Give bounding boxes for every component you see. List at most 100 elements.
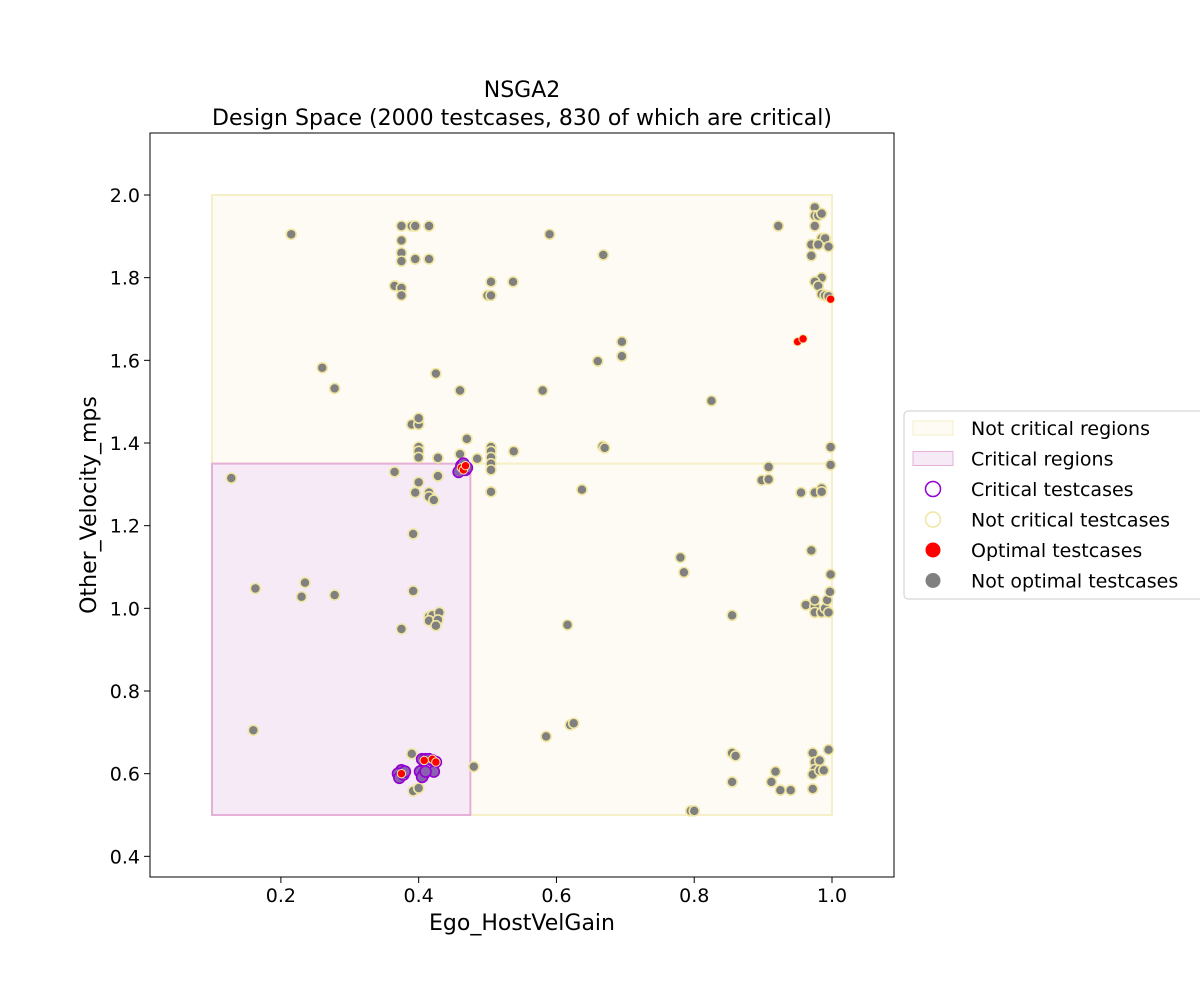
optimal-testcase-point [798, 334, 808, 344]
not-critical-testcase-point [423, 253, 435, 265]
not-critical-testcase-point [598, 442, 611, 454]
not-critical-testcase-point [576, 483, 588, 496]
not-critical-testcase-point [471, 452, 484, 465]
not-critical-testcase-point [299, 576, 311, 589]
not-critical-testcase-point [805, 249, 818, 262]
not-critical-testcase-point [423, 220, 435, 232]
not-critical-testcase-point [805, 544, 818, 557]
legend-label: Not critical testcases [971, 510, 1170, 532]
not-critical-testcase-point [808, 594, 821, 606]
not-critical-testcase-point [616, 350, 628, 363]
x-axis-ticks: 0.2 0.4 0.6 0.8 1.0 [266, 877, 847, 907]
not-critical-testcase-point [815, 207, 828, 220]
y-tick-label: 0.4 [110, 846, 140, 868]
not-critical-testcase-point [409, 253, 422, 265]
y-tick-label: 0.8 [110, 681, 140, 703]
not-critical-testcase-point [674, 551, 687, 564]
y-tick-label: 1.6 [110, 350, 140, 372]
optimal-testcase-point [396, 768, 407, 779]
not-critical-testcase-point [536, 384, 549, 397]
legend-optimal-testcase-marker [925, 542, 941, 558]
not-critical-testcase-point [726, 609, 738, 622]
optimal-testcase-point [460, 461, 471, 471]
legend-items: Not critical regions Critical regions Crit… [912, 418, 1178, 593]
not-critical-testcase-point [561, 619, 574, 631]
not-critical-testcase-point [388, 466, 401, 478]
critical-testcase-point [419, 765, 432, 778]
not-critical-testcase-point [616, 335, 628, 348]
legend-item: Not critical testcases [924, 510, 1170, 532]
legend-not-critical-region-swatch [912, 420, 954, 436]
y-tick-label: 0.6 [110, 764, 140, 786]
not-critical-testcase-point [485, 289, 497, 302]
legend-not-optimal-testcase-marker [925, 573, 941, 588]
not-critical-testcase-point [806, 783, 819, 795]
y-tick-label: 2.0 [110, 185, 140, 207]
not-critical-region [211, 194, 833, 465]
not-critical-testcase-point [815, 485, 828, 498]
not-critical-testcase-point [467, 760, 480, 773]
legend-label: Critical testcases [971, 479, 1134, 501]
not-critical-testcase-point [285, 228, 298, 241]
points-layer [225, 201, 837, 817]
not-critical-testcase-point [822, 606, 835, 619]
not-critical-testcase-point [432, 470, 444, 482]
not-critical-testcase-point [328, 382, 341, 395]
legend-item: Not critical regions [912, 418, 1150, 440]
legend-label: Optimal testcases [971, 540, 1142, 562]
optimal-testcase-point [419, 755, 429, 766]
not-critical-testcase-point [824, 585, 836, 598]
legend: Not critical regions Critical regions Crit… [903, 410, 1200, 600]
not-critical-testcase-point [395, 623, 408, 635]
not-critical-testcase-point [808, 220, 821, 232]
not-critical-testcase-point [726, 776, 738, 788]
not-critical-testcase-point [485, 275, 497, 288]
optimal-testcase-point [825, 294, 836, 304]
not-critical-testcase-point [729, 750, 742, 762]
legend-label: Not critical regions [971, 418, 1150, 440]
not-critical-testcase-point [784, 784, 797, 797]
not-critical-testcase-point [412, 476, 425, 489]
legend-item: Not optimal testcases [925, 571, 1178, 593]
not-critical-testcase-point [295, 590, 308, 603]
x-tick-label: 1.0 [817, 885, 847, 907]
not-critical-testcase-point [769, 765, 782, 778]
not-critical-testcase-point [705, 395, 718, 407]
not-critical-testcase-point [430, 619, 442, 632]
y-tick-label: 1.2 [110, 516, 140, 538]
not-critical-testcase-point [328, 589, 341, 601]
not-critical-testcase-point [225, 472, 238, 484]
not-critical-testcase-point [430, 367, 442, 380]
not-critical-testcase-point [461, 433, 473, 445]
not-critical-testcase-point [485, 464, 497, 476]
not-critical-testcase-point [824, 441, 837, 453]
not-critical-testcase-point [507, 445, 520, 458]
not-critical-testcase-point [409, 486, 422, 499]
not-critical-testcase-point [316, 361, 329, 374]
legend-frame [903, 410, 1200, 600]
not-critical-testcase-point [795, 486, 807, 499]
chart-title: NSGA2 [484, 78, 561, 103]
not-critical-testcase-point [409, 220, 422, 232]
not-critical-testcase-point [817, 764, 830, 777]
not-critical-testcase-point [395, 255, 408, 267]
legend-item: Critical regions [912, 449, 1113, 471]
not-critical-testcase-point [395, 220, 408, 232]
not-critical-testcase-point [762, 473, 775, 486]
not-critical-testcase-point [772, 220, 785, 232]
not-critical-testcase-point [249, 582, 262, 595]
not-critical-testcase-point [540, 730, 552, 743]
not-critical-testcase-point [412, 782, 425, 794]
not-critical-testcase-point [432, 452, 444, 464]
not-critical-testcase-point [543, 228, 556, 241]
not-critical-testcase-point [405, 748, 418, 760]
y-tick-label: 1.8 [110, 268, 140, 290]
not-critical-testcase-point [247, 724, 260, 737]
not-critical-testcase-point [774, 784, 787, 797]
x-axis-label: Ego_HostVelGain [429, 911, 615, 936]
not-critical-testcase-point [395, 289, 408, 302]
legend-label: Critical regions [971, 449, 1113, 471]
x-tick-label: 0.2 [266, 885, 296, 907]
